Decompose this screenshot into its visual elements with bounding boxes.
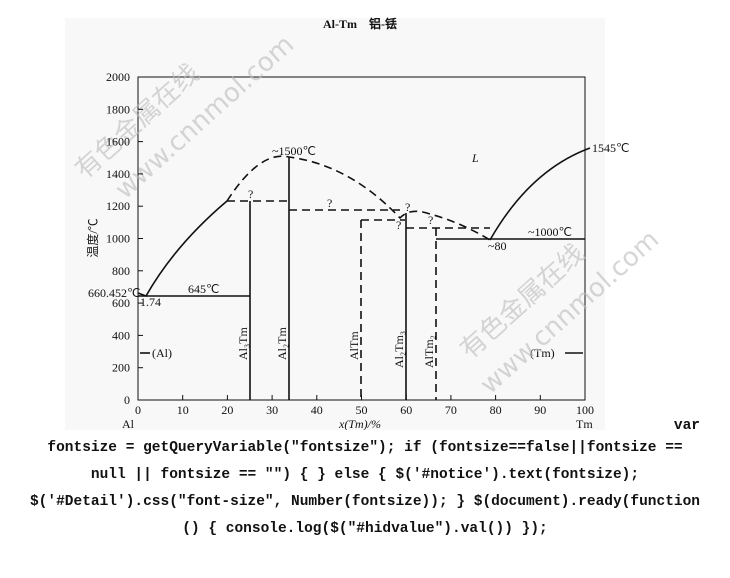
annotation: ? — [327, 196, 332, 210]
annotation: 1545℃ — [592, 141, 629, 155]
y-tick-label: 1800 — [106, 102, 130, 116]
code-text: var — [673, 418, 700, 434]
x-right-end: Tm — [576, 417, 593, 430]
x-axis-label: x(Tm)/% — [338, 417, 381, 430]
annotation: (Al) — [152, 346, 172, 360]
annotation: ~1000℃ — [528, 225, 572, 239]
x-tick-label: 100 — [576, 403, 594, 417]
y-tick-label: 800 — [112, 264, 130, 278]
x-tick-label: 70 — [445, 403, 457, 417]
phase-label: Al₂Tm₃ — [392, 331, 406, 368]
x-left-end: Al — [122, 417, 135, 430]
annotation: ? — [428, 213, 433, 227]
phase-label: AlTm₂ — [422, 335, 436, 368]
y-tick-label: 1400 — [106, 167, 130, 181]
code-text: fontsize = getQueryVariable("fontsize");… — [47, 440, 683, 456]
annotation: 660.452℃ — [88, 286, 140, 300]
x-tick-label: 30 — [266, 403, 278, 417]
y-tick-label: 600 — [112, 296, 130, 310]
x-tick-label: 80 — [490, 403, 502, 417]
x-tick-label: 20 — [221, 403, 233, 417]
phase-label: Al₂Tm — [275, 326, 289, 360]
annotation: 645℃ — [188, 282, 219, 296]
x-tick-label: 0 — [135, 403, 141, 417]
phase-label: AlTm — [347, 331, 361, 360]
annotations: 660.452℃ 1.74 645℃ ~1500℃ L 1545℃ ? ? ? … — [88, 141, 629, 360]
annotation: (Tm) — [530, 346, 555, 360]
code-text: null || fontsize == "") { } else { $('#n… — [90, 467, 640, 483]
y-tick-label: 1600 — [106, 135, 130, 149]
y-tick-label: 1200 — [106, 199, 130, 213]
x-tick-label: 60 — [400, 403, 412, 417]
annotation: ~80 — [488, 239, 507, 253]
y-tick-label: 400 — [112, 328, 130, 342]
y-tick-label: 0 — [124, 393, 130, 407]
y-tick-label: 2000 — [106, 70, 130, 84]
phase-labels: Al₃Tm Al₂Tm AlTm Al₂Tm₃ AlTm₂ — [236, 326, 436, 368]
annotation: ~1500℃ — [272, 144, 316, 158]
y-tick-label: 200 — [112, 361, 130, 375]
x-tick-label: 90 — [534, 403, 546, 417]
phase-diagram: Al-Tm 铝-铥 温度/℃ x(Tm)/% Al Tm 660.452℃ 1.… — [65, 16, 666, 430]
code-text: () { console.log($("#hidvalue").val()) }… — [182, 521, 548, 537]
code-text: $('#Detail').css("font-size", Number(fon… — [29, 494, 700, 510]
y-axis-label: 温度/℃ — [85, 218, 100, 257]
annotation: ? — [405, 200, 410, 214]
figure-bg — [65, 18, 605, 430]
y-tick-label: 1000 — [106, 232, 130, 246]
title: Al-Tm 铝-铥 — [323, 16, 397, 31]
x-tick-label: 10 — [177, 403, 189, 417]
annotation: L — [471, 151, 479, 165]
x-tick-label: 40 — [311, 403, 323, 417]
x-tick-label: 50 — [356, 403, 368, 417]
annotation: 1.74 — [140, 295, 161, 309]
annotation: ? — [396, 218, 401, 232]
phase-label: Al₃Tm — [236, 326, 250, 360]
annotation: ? — [248, 187, 253, 201]
